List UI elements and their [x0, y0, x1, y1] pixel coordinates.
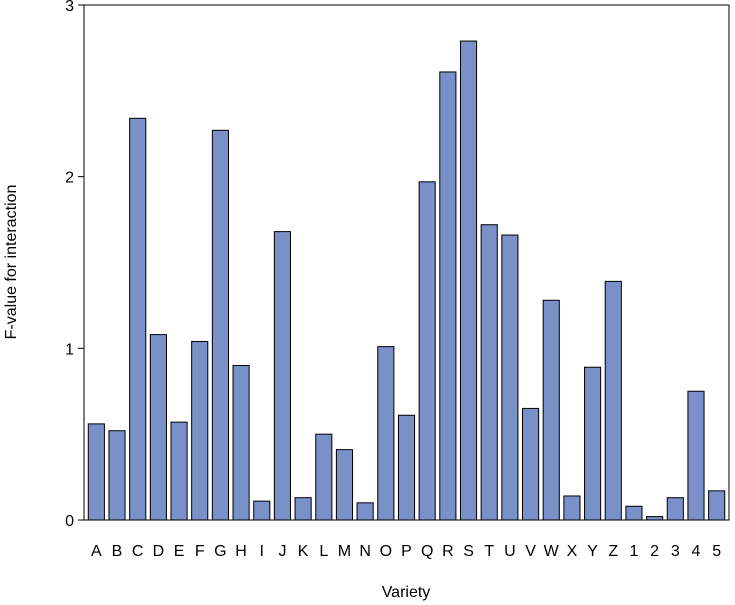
y-tick-label: 2	[65, 170, 74, 187]
bar-S	[459, 40, 478, 521]
y-axis: 0 1 2 3	[65, 0, 84, 530]
x-tick-label: C	[132, 543, 144, 560]
x-tick-label: F	[195, 543, 205, 560]
x-axis-title: Variety	[382, 584, 431, 601]
bar-E	[170, 421, 188, 521]
x-tick-label: W	[544, 543, 560, 560]
bar-2	[646, 516, 664, 521]
bar-B	[108, 430, 126, 521]
x-tick-label: 5	[712, 543, 721, 560]
x-tick-label: T	[484, 543, 494, 560]
bar-A	[87, 423, 105, 521]
bar-L	[315, 433, 333, 521]
bar-F	[191, 340, 209, 521]
bar-Z	[604, 280, 622, 521]
y-tick-label: 3	[65, 0, 74, 15]
bar-G	[211, 129, 229, 521]
bar-C	[129, 117, 147, 521]
x-tick-label: H	[235, 543, 247, 560]
x-tick-label: E	[174, 543, 185, 560]
bar-3	[666, 497, 684, 521]
x-tick-label: K	[298, 543, 309, 560]
x-tick-label: O	[380, 543, 392, 560]
bar-T	[480, 224, 498, 521]
x-tick-label: L	[319, 543, 328, 560]
bar-N	[356, 502, 374, 521]
bar-J	[273, 231, 291, 521]
bars	[87, 40, 726, 521]
x-tick-label: U	[504, 543, 516, 560]
bar-I	[253, 500, 271, 521]
x-tick-label: Y	[587, 543, 598, 560]
y-tick-label: 1	[65, 341, 74, 358]
x-tick-label: 4	[692, 543, 701, 560]
bar-V	[522, 407, 540, 521]
x-tick-label: M	[338, 543, 351, 560]
x-tick-label: V	[525, 543, 536, 560]
bar-4	[687, 390, 705, 521]
x-tick-label: A	[91, 543, 102, 560]
bar-X	[563, 495, 581, 521]
bar-1	[625, 505, 643, 521]
x-tick-label: N	[359, 543, 371, 560]
bar-P	[397, 414, 416, 521]
x-tick-label: 2	[650, 543, 659, 560]
x-tick-label: 1	[629, 543, 638, 560]
bar-D	[149, 334, 167, 521]
bar-H	[232, 365, 250, 521]
bar-K	[294, 497, 312, 521]
y-axis-title: F-value for interaction	[3, 185, 20, 340]
bar-5	[708, 490, 726, 521]
x-tick-label: 3	[671, 543, 680, 560]
bar-Y	[584, 366, 602, 521]
bar-Q	[418, 181, 436, 521]
x-tick-label: Q	[421, 543, 433, 560]
x-tick-label: P	[401, 543, 412, 560]
x-tick-label: B	[112, 543, 123, 560]
x-tick-label: X	[567, 543, 578, 560]
x-tick-label: G	[214, 543, 226, 560]
bar-W	[542, 299, 560, 521]
x-tick-label: S	[463, 543, 474, 560]
x-tick-label: J	[278, 543, 286, 560]
bar-U	[501, 234, 519, 521]
bar-M	[335, 449, 354, 521]
x-tick-label: I	[260, 543, 264, 560]
x-tick-label: R	[442, 543, 454, 560]
x-tick-label: D	[153, 543, 165, 560]
bar-O	[377, 346, 395, 521]
y-tick-label: 0	[65, 513, 74, 530]
bar-R	[439, 71, 457, 521]
x-tick-label: Z	[608, 543, 618, 560]
